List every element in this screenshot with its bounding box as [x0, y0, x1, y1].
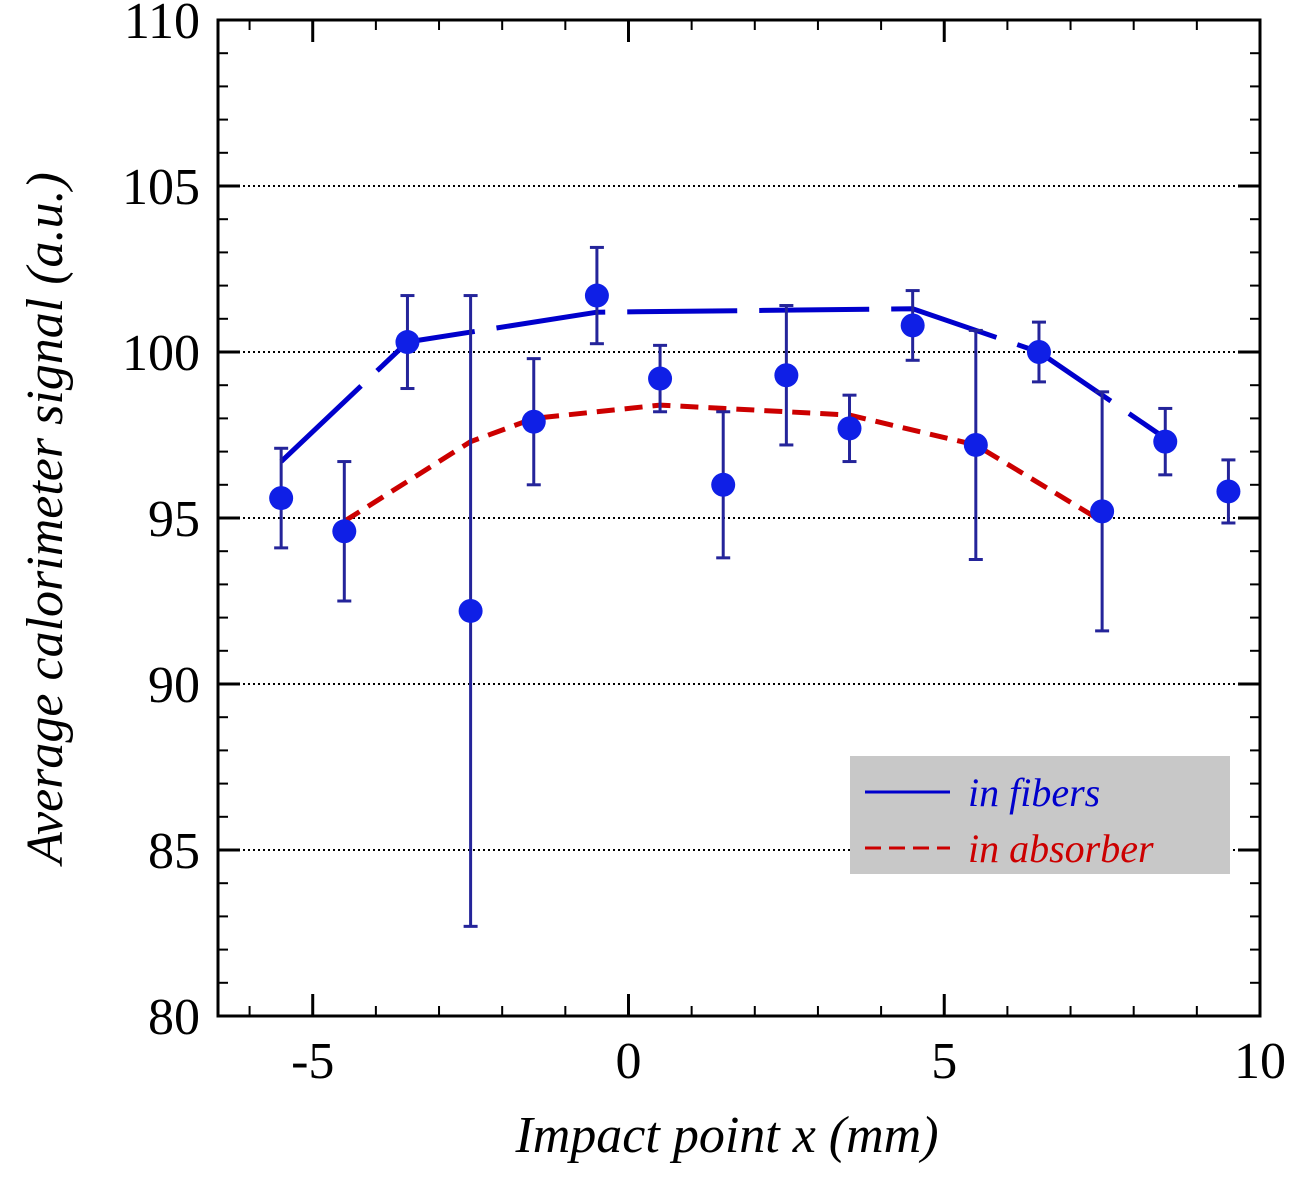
y-tick-label-90: 90 — [148, 657, 200, 714]
data-point-13 — [1090, 499, 1115, 524]
data-point-7 — [711, 472, 736, 497]
data-point-8 — [774, 363, 799, 388]
x-axis-title: Impact point x (mm) — [514, 1107, 938, 1164]
x-tick-label-5: 5 — [931, 1033, 957, 1090]
legend-label-in-fibers: in fibers — [968, 770, 1100, 815]
x-tick-label--5: -5 — [291, 1033, 334, 1090]
curve-in-fibers — [279, 306, 1167, 464]
legend: in fibers in absorber — [850, 756, 1230, 874]
fit-curves — [279, 306, 1167, 524]
data-point-1 — [332, 519, 357, 544]
data-point-11 — [963, 432, 988, 457]
x-tick-label-10: 10 — [1234, 1033, 1286, 1090]
data-point-9 — [837, 416, 862, 441]
curve-in-absorber — [342, 402, 1104, 524]
tick-labels: 80 85 90 95 100 105 110 -5 0 5 10 — [122, 0, 1286, 1090]
data-point-2 — [395, 330, 420, 355]
data-points — [269, 245, 1241, 928]
axis-ticks — [218, 18, 1262, 1018]
data-point-0 — [269, 486, 294, 511]
y-tick-label-105: 105 — [122, 159, 200, 216]
x-tick-label-0: 0 — [615, 1033, 641, 1090]
data-point-6 — [648, 366, 673, 391]
y-tick-label-85: 85 — [148, 823, 200, 880]
data-point-14 — [1153, 429, 1178, 454]
y-tick-label-80: 80 — [148, 989, 200, 1046]
y-tick-label-95: 95 — [148, 491, 200, 548]
legend-label-in-absorber: in absorber — [968, 826, 1154, 871]
data-point-4 — [521, 409, 546, 434]
data-point-3 — [458, 598, 483, 623]
y-tick-label-100: 100 — [122, 325, 200, 382]
data-point-12 — [1026, 340, 1051, 364]
grid — [218, 185, 1260, 851]
y-axis-title: Average calorimeter signal (a.u.) — [17, 172, 74, 867]
y-tick-label-110: 110 — [124, 0, 200, 50]
data-point-15 — [1216, 479, 1241, 504]
data-point-5 — [584, 283, 609, 308]
legend-box — [850, 756, 1230, 874]
data-point-10 — [900, 313, 925, 338]
